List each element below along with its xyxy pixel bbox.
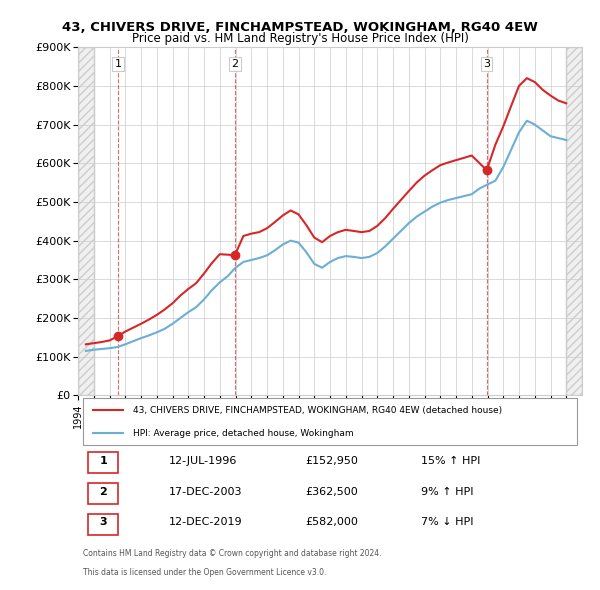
- Text: 3: 3: [100, 517, 107, 527]
- Text: Contains HM Land Registry data © Crown copyright and database right 2024.: Contains HM Land Registry data © Crown c…: [83, 549, 382, 558]
- Text: 7% ↓ HPI: 7% ↓ HPI: [421, 517, 473, 527]
- Text: £152,950: £152,950: [305, 456, 358, 466]
- Text: 43, CHIVERS DRIVE, FINCHAMPSTEAD, WOKINGHAM, RG40 4EW: 43, CHIVERS DRIVE, FINCHAMPSTEAD, WOKING…: [62, 21, 538, 34]
- Text: 9% ↑ HPI: 9% ↑ HPI: [421, 487, 473, 497]
- Text: 3: 3: [483, 59, 490, 69]
- Text: 15% ↑ HPI: 15% ↑ HPI: [421, 456, 480, 466]
- Text: 1: 1: [100, 456, 107, 466]
- Text: 17-DEC-2003: 17-DEC-2003: [169, 487, 242, 497]
- Text: 12-DEC-2019: 12-DEC-2019: [169, 517, 242, 527]
- Text: 1: 1: [115, 59, 121, 69]
- FancyBboxPatch shape: [88, 453, 118, 474]
- Text: 12-JUL-1996: 12-JUL-1996: [169, 456, 237, 466]
- Text: £582,000: £582,000: [305, 517, 358, 527]
- Text: This data is licensed under the Open Government Licence v3.0.: This data is licensed under the Open Gov…: [83, 568, 326, 577]
- FancyBboxPatch shape: [83, 398, 577, 445]
- Text: 2: 2: [232, 59, 238, 69]
- FancyBboxPatch shape: [88, 483, 118, 504]
- Text: Price paid vs. HM Land Registry's House Price Index (HPI): Price paid vs. HM Land Registry's House …: [131, 32, 469, 45]
- Text: HPI: Average price, detached house, Wokingham: HPI: Average price, detached house, Woki…: [133, 428, 354, 438]
- Text: 2: 2: [100, 487, 107, 497]
- Text: 43, CHIVERS DRIVE, FINCHAMPSTEAD, WOKINGHAM, RG40 4EW (detached house): 43, CHIVERS DRIVE, FINCHAMPSTEAD, WOKING…: [133, 405, 503, 415]
- Text: £362,500: £362,500: [305, 487, 358, 497]
- FancyBboxPatch shape: [88, 514, 118, 535]
